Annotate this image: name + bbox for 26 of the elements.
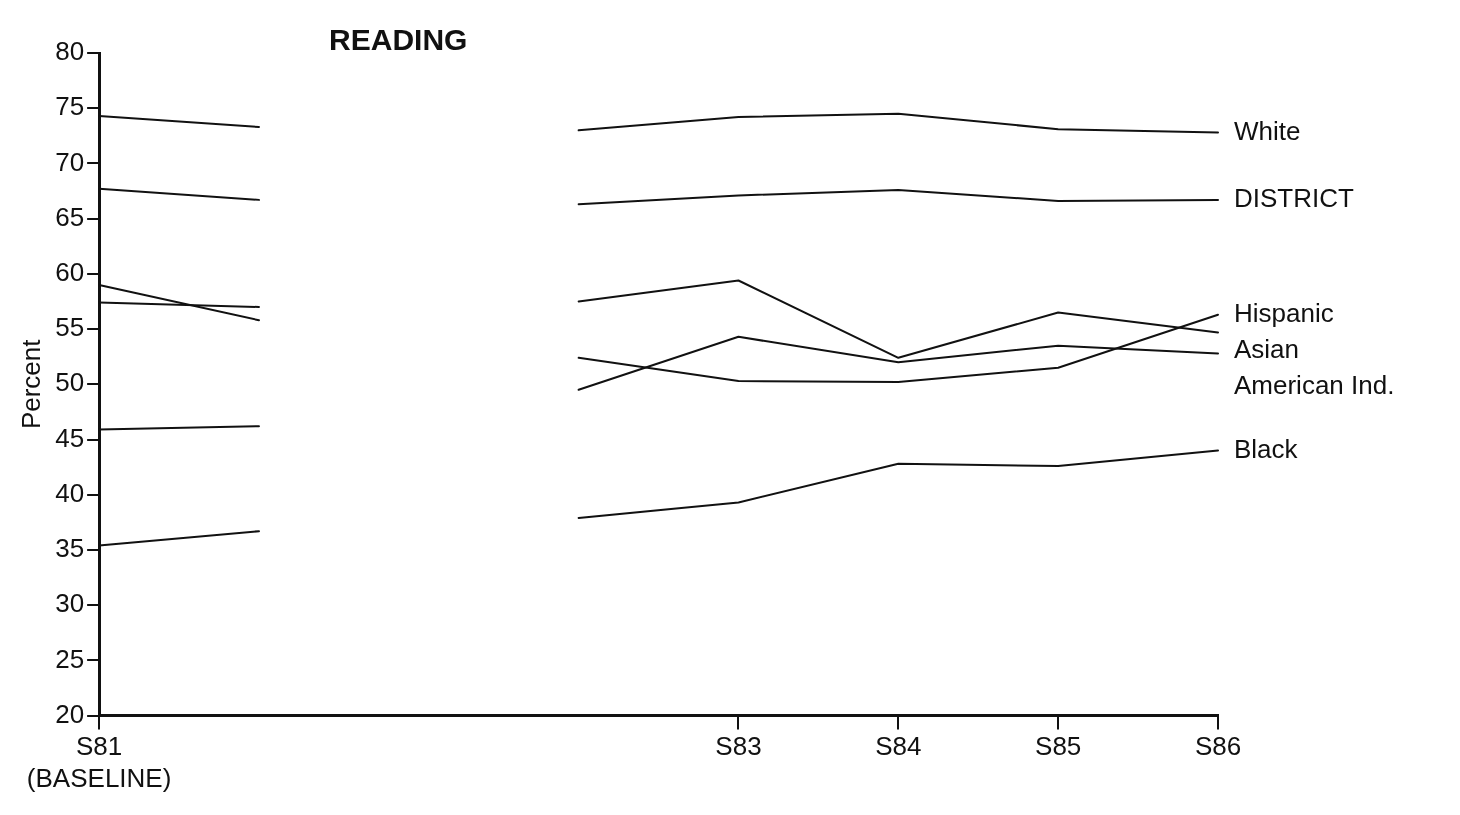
x-tick-label: S81 (BASELINE) xyxy=(26,731,172,793)
y-tick-label: 40 xyxy=(55,477,85,508)
y-axis-title: Percent xyxy=(15,338,46,430)
x-tick-label: S84 xyxy=(875,731,922,762)
series-label: Black xyxy=(1234,433,1299,464)
chart-title: READING xyxy=(329,23,468,56)
series-label: American Ind. xyxy=(1234,369,1395,400)
y-tick-label: 25 xyxy=(55,643,85,674)
y-tick-label: 60 xyxy=(55,257,85,288)
y-tick-label: 65 xyxy=(55,201,85,232)
y-tick-label: 45 xyxy=(55,422,85,453)
y-tick-label: 70 xyxy=(55,146,85,177)
series-label: DISTRICT xyxy=(1234,183,1354,214)
y-tick-label: 75 xyxy=(55,91,85,122)
y-tick-label: 30 xyxy=(55,588,85,619)
y-tick-label: 35 xyxy=(55,533,85,564)
series-label: White xyxy=(1234,115,1301,146)
y-tick-label: 55 xyxy=(55,312,85,343)
series-label: Asian xyxy=(1234,333,1300,364)
y-tick-label: 50 xyxy=(55,367,85,398)
x-tick-label: S85 xyxy=(1035,731,1082,762)
y-tick-label: 20 xyxy=(55,698,85,729)
x-tick-label: S86 xyxy=(1194,731,1242,762)
series-label: Hispanic xyxy=(1234,297,1334,328)
x-tick-label: S83 xyxy=(715,731,762,762)
y-tick-label: 80 xyxy=(55,36,85,67)
